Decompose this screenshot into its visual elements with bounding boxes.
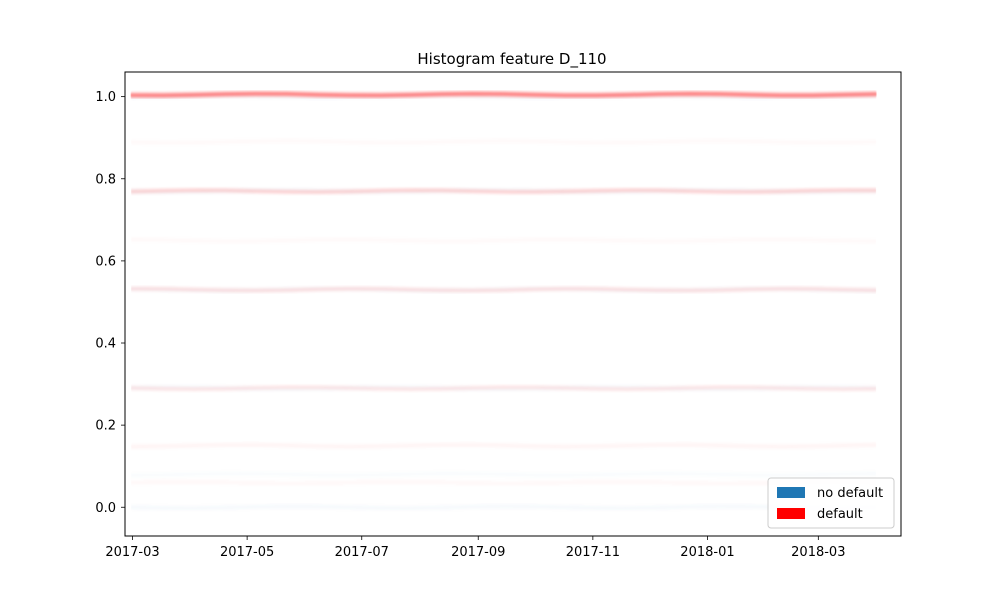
density-band-default: [131, 188, 877, 194]
x-tick-label: 2017-05: [220, 545, 274, 560]
density-band-default: [131, 480, 877, 486]
density-band-default: [130, 91, 877, 98]
density-band-default: [133, 141, 875, 143]
y-axis: 0.0 0.2 0.4 0.6 0.8 1.0: [95, 90, 125, 516]
y-tick-label: 0.0: [95, 501, 116, 516]
legend-swatch-default: [777, 508, 805, 519]
y-tick-label: 0.6: [95, 254, 116, 269]
x-axis: 2017-03 2017-05 2017-07 2017-09 2017-11 2018-…: [105, 536, 845, 560]
plot-frame: [124, 71, 902, 537]
density-band-no-default: [133, 474, 875, 476]
x-tick-label: 2018-03: [791, 545, 845, 560]
legend: no default default: [767, 477, 895, 529]
density-band-default: [133, 240, 875, 242]
legend-label-default: default: [817, 507, 863, 522]
x-tick-label: 2018-01: [680, 545, 734, 560]
density-band-default: [131, 385, 877, 391]
density-band-default: [131, 443, 877, 449]
y-tick-label: 0.8: [95, 172, 116, 187]
y-tick-label: 1.0: [95, 90, 116, 105]
y-tick-label: 0.2: [95, 419, 116, 434]
density-bands: [130, 91, 877, 510]
x-tick-label: 2017-09: [451, 545, 505, 560]
chart-title: Histogram feature D_110: [417, 50, 606, 69]
x-tick-label: 2017-03: [105, 545, 159, 560]
density-band-default: [131, 287, 877, 293]
density-band-no-default: [131, 504, 877, 510]
density-band-no-default: [131, 94, 877, 100]
x-tick-label: 2017-11: [566, 545, 620, 560]
legend-swatch-no-default: [777, 487, 805, 498]
x-tick-label: 2017-07: [335, 545, 389, 560]
y-tick-label: 0.4: [95, 337, 116, 352]
legend-label-no-default: no default: [817, 486, 883, 501]
